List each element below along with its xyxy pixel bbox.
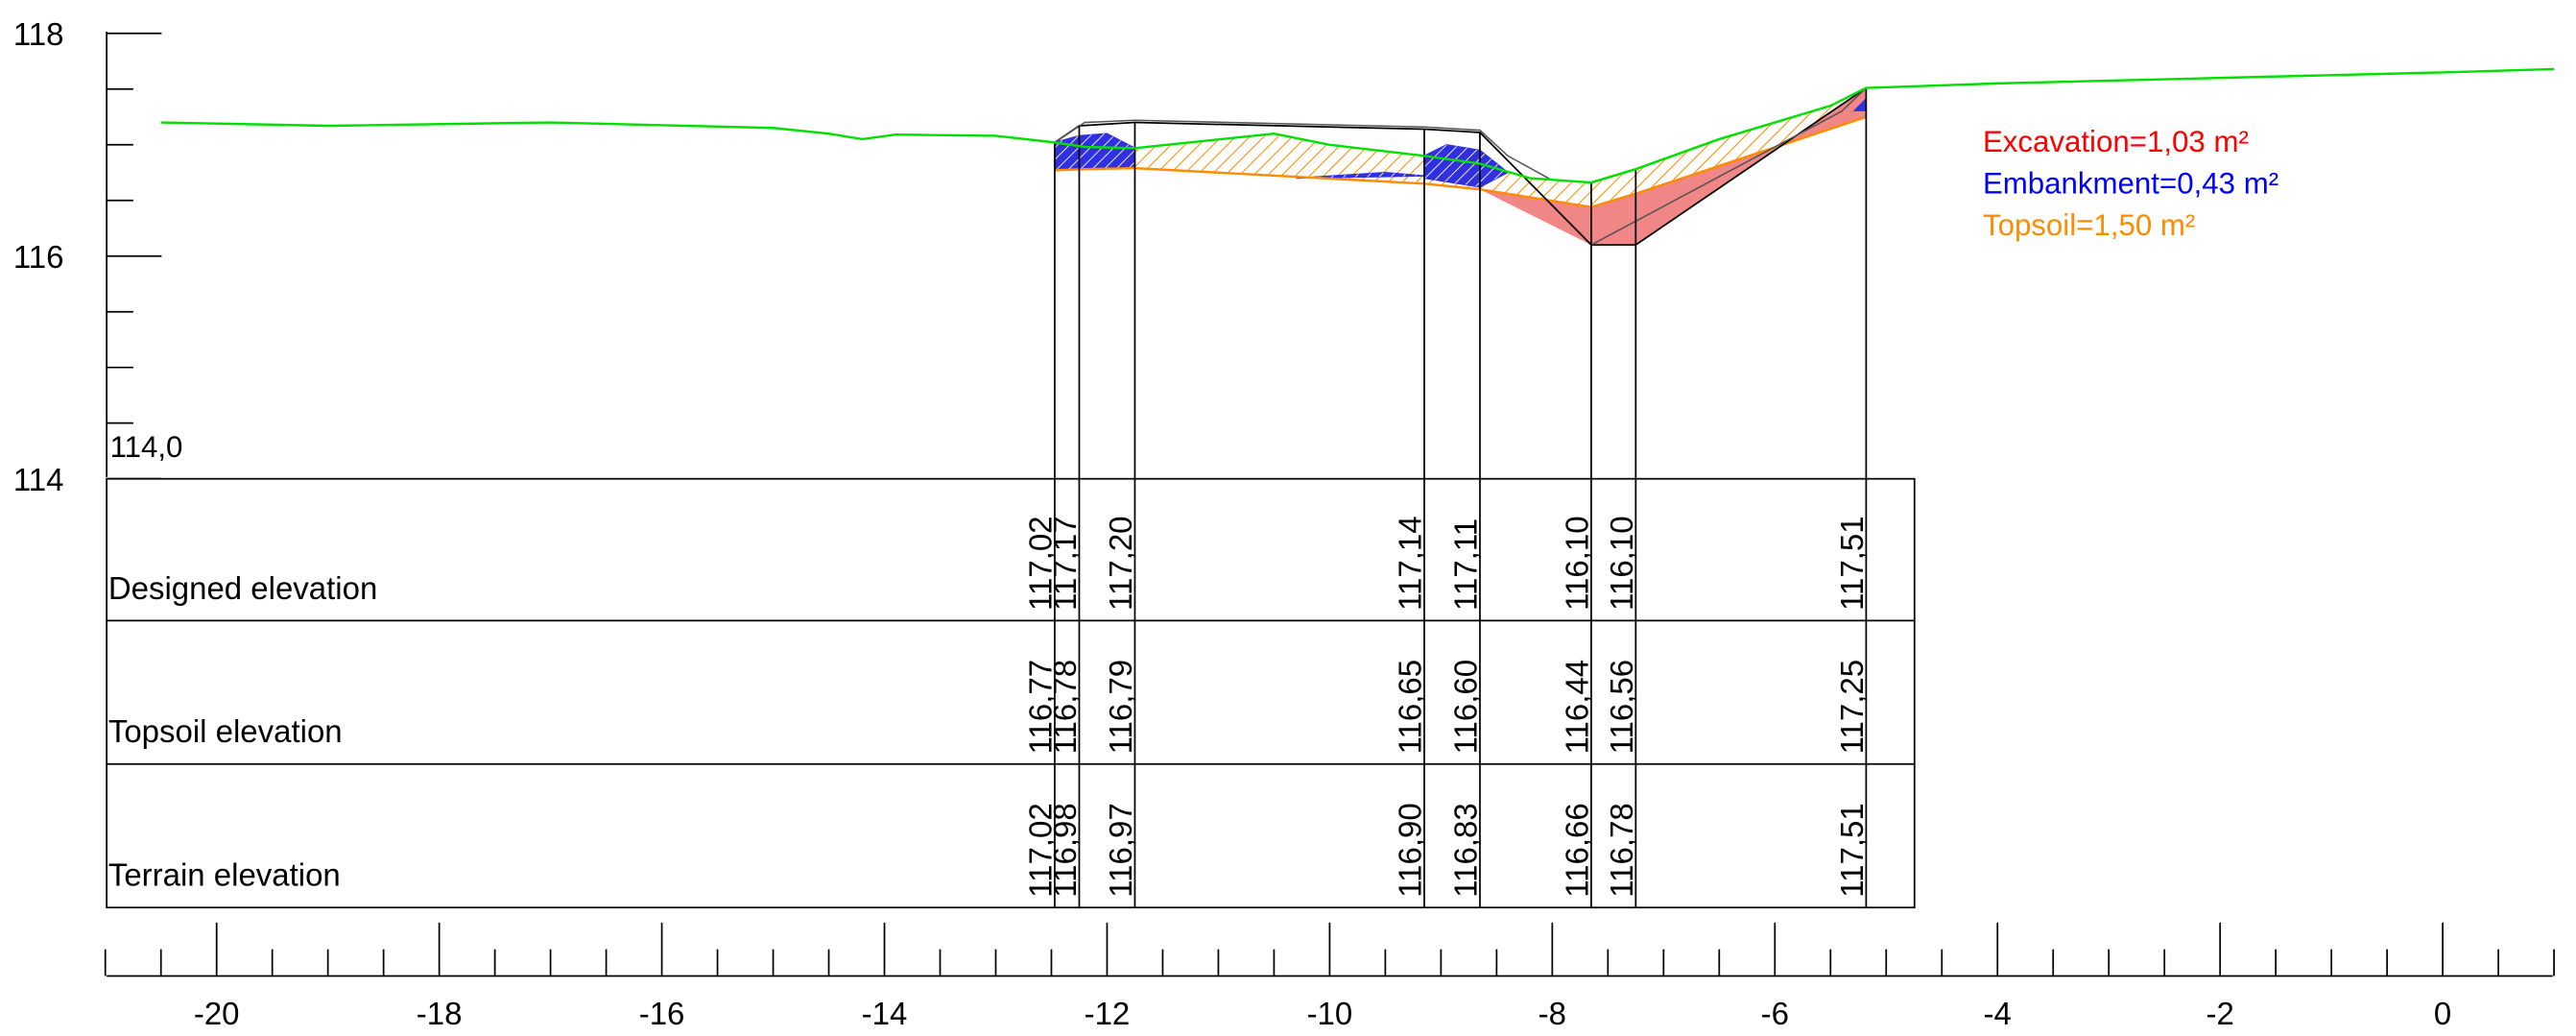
x-tick-label: -8 <box>1538 996 1566 1031</box>
row-label-topsoil: Topsoil elevation <box>108 713 343 749</box>
table-cell-value: 116,10 <box>1604 516 1639 610</box>
table-cell-value: 116,10 <box>1559 516 1594 610</box>
y-tick-label: 118 <box>13 16 64 52</box>
elevation-table: Designed elevation Topsoil elevation Ter… <box>106 477 1916 909</box>
table-cell-value: 117,51 <box>1834 803 1870 897</box>
table-cell-value: 117,02 <box>1022 803 1058 897</box>
topsoil-area <box>1054 87 1867 207</box>
x-tick-label: -4 <box>1984 996 2012 1031</box>
legend-topsoil: Topsoil=1,50 m² <box>1983 208 2195 242</box>
x-tick-label: -12 <box>1085 996 1131 1031</box>
terrain-layer <box>160 67 2555 184</box>
design-offset-line <box>1054 119 1553 181</box>
slope-helper-line <box>1590 87 1867 246</box>
x-tick-label: -2 <box>2206 996 2234 1031</box>
table-cell-value: 116,44 <box>1559 660 1594 754</box>
table-cell-value: 116,66 <box>1559 803 1594 897</box>
table-cell-value: 117,11 <box>1448 518 1484 611</box>
topsoil-hatch-area <box>1054 87 1867 246</box>
x-tick-label: -14 <box>862 996 908 1031</box>
table-cell-value: 117,51 <box>1834 516 1870 610</box>
legend: Excavation=1,03 m² Embankment=0,43 m² To… <box>1983 125 2278 242</box>
table-cell-value: 116,60 <box>1448 660 1484 754</box>
y-tick-label: 116 <box>13 239 64 275</box>
table-cell-value: 116,78 <box>1047 660 1083 754</box>
table-cell-value: 117,14 <box>1393 516 1428 610</box>
x-tick-label: -16 <box>639 996 685 1031</box>
x-tick-label: -20 <box>194 996 240 1031</box>
table-cell-value: 117,25 <box>1834 660 1870 754</box>
y-axis: 118 116 114 114,0 <box>13 16 183 497</box>
x-tick-label: 0 <box>2434 996 2451 1031</box>
y-tick-label: 114 <box>13 462 64 497</box>
design-layer <box>1054 86 1868 908</box>
datum-label: 114,0 <box>110 430 183 464</box>
legend-embankment: Embankment=0,43 m² <box>1983 167 2278 201</box>
embankment-hatch <box>1296 172 1425 179</box>
table-cell-value: 116,83 <box>1448 803 1484 897</box>
table-cell-value: 116,79 <box>1103 660 1138 754</box>
row-label-designed: Designed elevation <box>108 570 377 606</box>
x-tick-label: -18 <box>417 996 463 1031</box>
x-axis: -20 -18 -16 -14 -12 -10 -8 -6 -4 -2 0 <box>104 922 2555 1031</box>
table-cell-value: 117,17 <box>1047 516 1083 610</box>
table-cell-value: 116,65 <box>1393 660 1428 754</box>
table-cell-value: 116,56 <box>1604 660 1639 754</box>
topsoil-line <box>1054 115 1867 208</box>
terrain-line <box>160 67 2555 184</box>
design-line <box>1054 86 1867 246</box>
table-cell-value: 116,97 <box>1103 803 1138 897</box>
embankment-hatch <box>1424 144 1508 187</box>
x-tick-label: -6 <box>1761 996 1789 1031</box>
x-tick-label: -10 <box>1307 996 1353 1031</box>
table-cell-value: 117,20 <box>1103 516 1138 610</box>
row-label-terrain: Terrain elevation <box>108 857 341 893</box>
table-cell-value: 117,02 <box>1022 516 1058 610</box>
table-cell-value: 116,77 <box>1022 660 1058 754</box>
table-cell-value: 116,98 <box>1047 803 1083 897</box>
legend-excavation: Excavation=1,03 m² <box>1983 125 2249 158</box>
table-cell-value: 116,90 <box>1393 803 1428 897</box>
table-cell-value: 116,78 <box>1604 803 1639 897</box>
embankment-hatch <box>1054 133 1135 171</box>
